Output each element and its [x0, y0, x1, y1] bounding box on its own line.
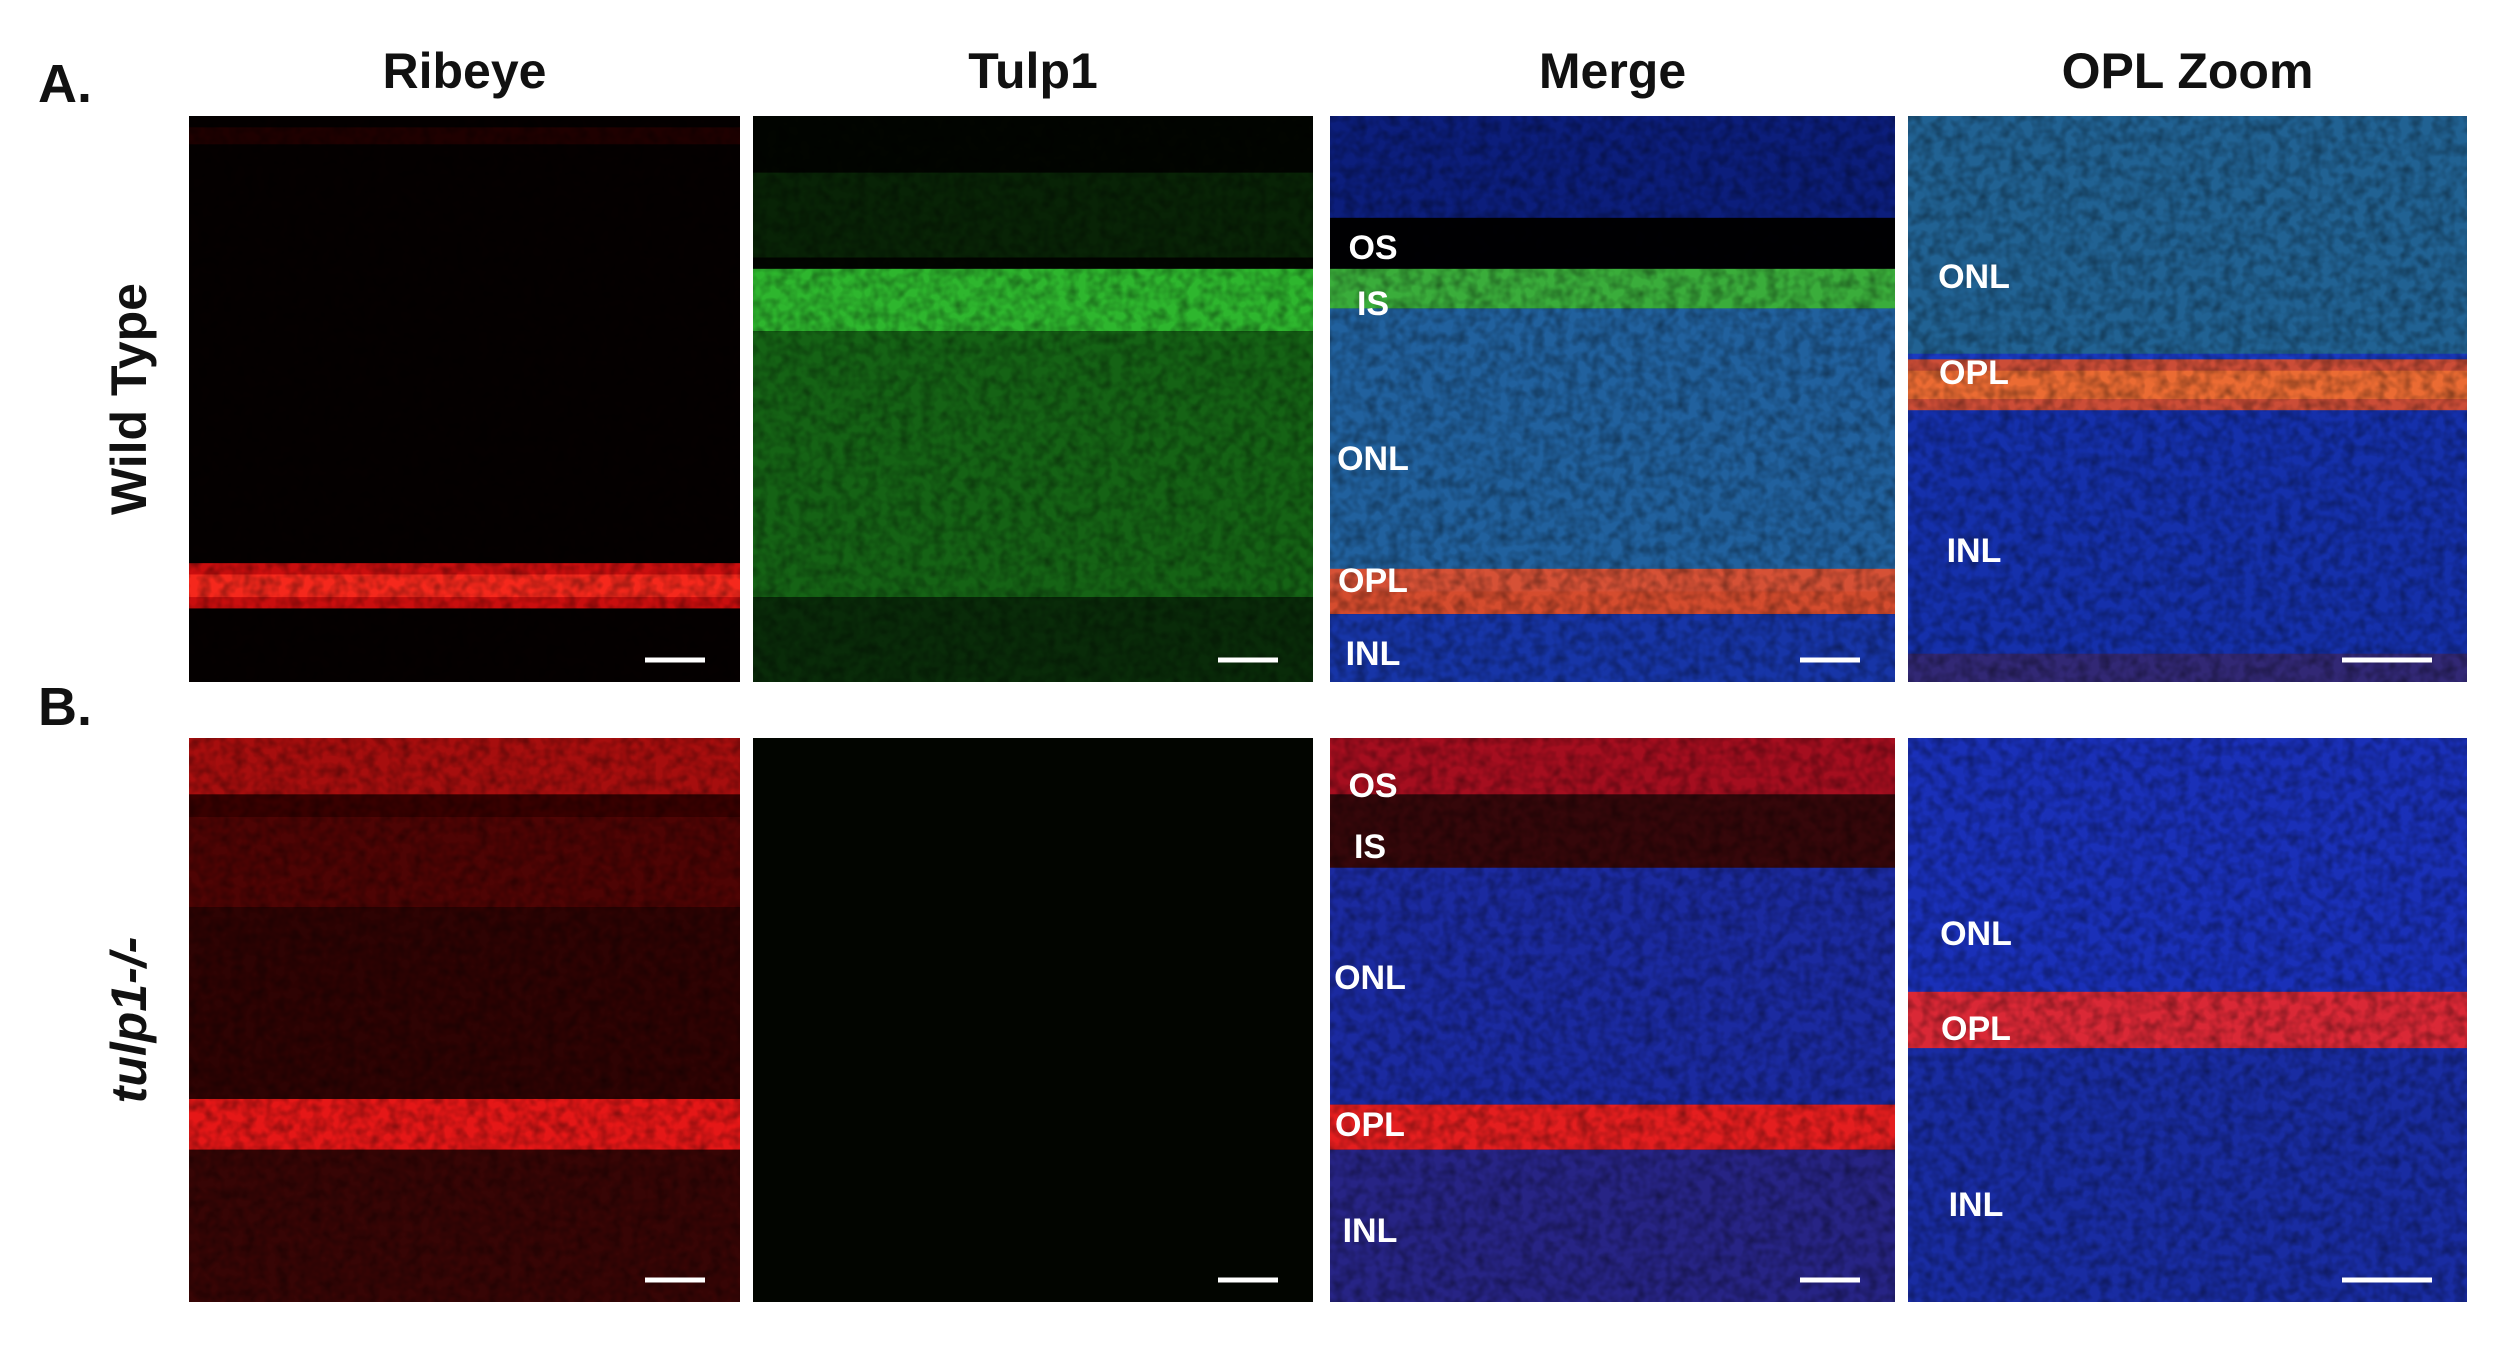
- texture: [189, 116, 740, 682]
- panel-letter: A.: [38, 54, 92, 114]
- texture: [753, 116, 1313, 682]
- layer-label: OS: [1348, 229, 1397, 267]
- micrograph-panel: [1908, 116, 2467, 682]
- layer-label: IS: [1357, 285, 1389, 323]
- layer-label: INL: [1947, 532, 2002, 570]
- layer-label: OPL: [1338, 562, 1408, 600]
- layer-label: OS: [1348, 767, 1397, 805]
- panel-letter: B.: [38, 677, 92, 737]
- layer-label: OPL: [1939, 354, 2009, 392]
- texture: [189, 738, 740, 1302]
- layer-label: INL: [1343, 1212, 1398, 1250]
- layer-label: OPL: [1941, 1010, 2011, 1048]
- texture: [1908, 738, 2467, 1302]
- micrograph-panel: [189, 738, 740, 1302]
- layer-label: INL: [1949, 1186, 2004, 1224]
- layer-label: ONL: [1938, 258, 2010, 296]
- micrograph-panel: [1330, 116, 1895, 682]
- layer-label: ONL: [1334, 959, 1406, 997]
- column-title: OPL Zoom: [2062, 43, 2314, 99]
- layer-label: INL: [1346, 635, 1401, 673]
- layer-label: ONL: [1940, 915, 2012, 953]
- layer-label: OPL: [1335, 1106, 1405, 1144]
- texture: [1908, 116, 2467, 682]
- column-title: Ribeye: [383, 43, 547, 99]
- column-title: Merge: [1539, 43, 1686, 99]
- micrograph-panel: [189, 116, 740, 682]
- micrograph-panel: [1330, 738, 1895, 1302]
- texture: [1330, 116, 1895, 682]
- tissue-layer: [753, 738, 1313, 1302]
- micrograph-panel: [1908, 738, 2467, 1302]
- column-title: Tulp1: [968, 43, 1098, 99]
- texture: [1330, 738, 1895, 1302]
- row-label: tulp1-/-: [101, 937, 157, 1104]
- micrograph-panel: [753, 738, 1313, 1302]
- layer-label: IS: [1354, 828, 1386, 866]
- micrograph-panel: [753, 116, 1313, 682]
- layer-label: ONL: [1337, 440, 1409, 478]
- row-label: Wild Type: [101, 283, 157, 515]
